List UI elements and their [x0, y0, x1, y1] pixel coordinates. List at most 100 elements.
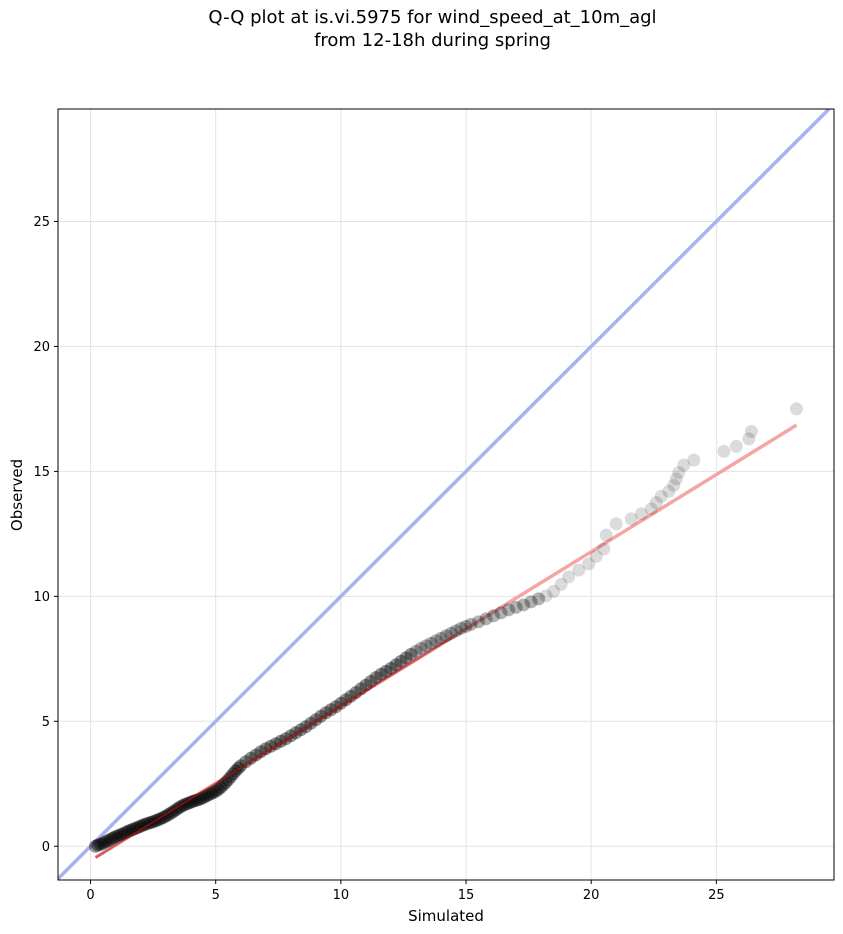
data-point	[181, 796, 195, 810]
data-point	[209, 784, 223, 798]
x-tick-label: 25	[708, 888, 725, 903]
data-point	[669, 472, 683, 486]
data-point	[517, 598, 531, 612]
data-point	[414, 641, 428, 655]
data-point	[199, 789, 213, 803]
plot-frame	[57, 108, 835, 881]
data-point	[554, 577, 568, 591]
data-point	[547, 584, 561, 598]
data-point	[487, 609, 501, 623]
data-point	[509, 600, 523, 614]
data-point	[339, 693, 353, 707]
chart-title-block: Q-Q plot at is.vi.5975 for wind_speed_at…	[0, 6, 843, 52]
data-point	[111, 829, 125, 843]
x-tick-label: 20	[583, 888, 600, 903]
data-point	[572, 563, 586, 577]
data-point	[597, 542, 611, 556]
y-tick-label: 15	[33, 465, 50, 480]
data-point	[742, 432, 756, 446]
data-point	[599, 528, 613, 542]
grid-lines	[58, 109, 834, 880]
data-point	[662, 484, 676, 498]
data-point	[259, 742, 273, 756]
data-point	[524, 595, 538, 609]
one-to-one-line	[58, 109, 832, 880]
data-point	[184, 795, 198, 809]
data-point	[201, 788, 215, 802]
data-point	[717, 444, 731, 458]
data-point	[106, 831, 120, 845]
data-point	[264, 739, 278, 753]
y-tick-label: 25	[33, 215, 50, 230]
x-tick-label: 15	[458, 888, 475, 903]
data-point	[729, 439, 743, 453]
data-point	[379, 664, 393, 678]
data-point	[206, 786, 220, 800]
data-point	[94, 837, 108, 851]
data-point	[582, 557, 596, 571]
data-point	[649, 496, 663, 510]
x-tick-label: 10	[333, 888, 350, 903]
data-point	[539, 589, 553, 603]
x-axis-label: Simulated	[408, 907, 484, 925]
data-point	[624, 512, 638, 526]
x-tick-label: 0	[86, 888, 94, 903]
data-point	[479, 612, 493, 626]
data-point	[589, 549, 603, 563]
data-point	[214, 781, 228, 795]
data-point	[609, 517, 623, 531]
data-point	[114, 828, 128, 842]
data-point	[464, 617, 478, 631]
data-point	[454, 621, 468, 635]
scatter-points	[89, 402, 803, 859]
axis-ticks: 0 5 10 15 20 25 0 5 10 15 20 25	[33, 215, 724, 903]
data-point	[634, 507, 648, 521]
data-point	[319, 706, 333, 720]
data-point	[134, 819, 148, 833]
data-point	[211, 783, 225, 797]
data-point	[96, 836, 110, 850]
y-axis-label: Observed	[8, 459, 26, 531]
data-point	[654, 489, 668, 503]
chart-title: Q-Q plot at is.vi.5975 for wind_speed_at…	[208, 7, 657, 28]
data-point	[502, 603, 516, 617]
data-point	[244, 751, 258, 765]
fit-line-overlap	[94, 635, 455, 859]
data-point	[667, 478, 681, 492]
data-point	[104, 832, 118, 846]
data-point	[116, 827, 130, 841]
data-point	[239, 755, 253, 769]
chart-subtitle: from 12-18h during spring	[314, 30, 551, 51]
data-point	[449, 624, 463, 638]
data-point	[562, 570, 576, 584]
data-point	[494, 606, 508, 620]
data-point	[677, 458, 691, 472]
data-point	[404, 647, 418, 661]
data-point	[394, 654, 408, 668]
data-point	[672, 466, 686, 480]
data-point	[459, 619, 473, 633]
data-point	[472, 615, 486, 629]
data-point	[444, 626, 458, 640]
y-tick-label: 20	[33, 340, 50, 355]
data-point	[204, 787, 218, 801]
data-point	[419, 639, 433, 653]
data-point	[384, 661, 398, 675]
data-point	[399, 651, 413, 665]
data-point	[334, 696, 348, 710]
data-point	[89, 839, 103, 853]
data-point	[101, 834, 115, 848]
data-point	[91, 838, 105, 852]
data-point	[744, 424, 758, 438]
reference-lines	[58, 109, 832, 880]
y-tick-label: 10	[33, 590, 50, 605]
x-tick-label: 5	[212, 888, 220, 903]
data-point	[789, 402, 803, 416]
data-point	[369, 671, 383, 685]
data-point	[374, 667, 388, 681]
data-point	[644, 502, 658, 516]
y-tick-label: 5	[42, 715, 50, 730]
data-point	[109, 830, 123, 844]
y-tick-label: 0	[42, 840, 50, 855]
